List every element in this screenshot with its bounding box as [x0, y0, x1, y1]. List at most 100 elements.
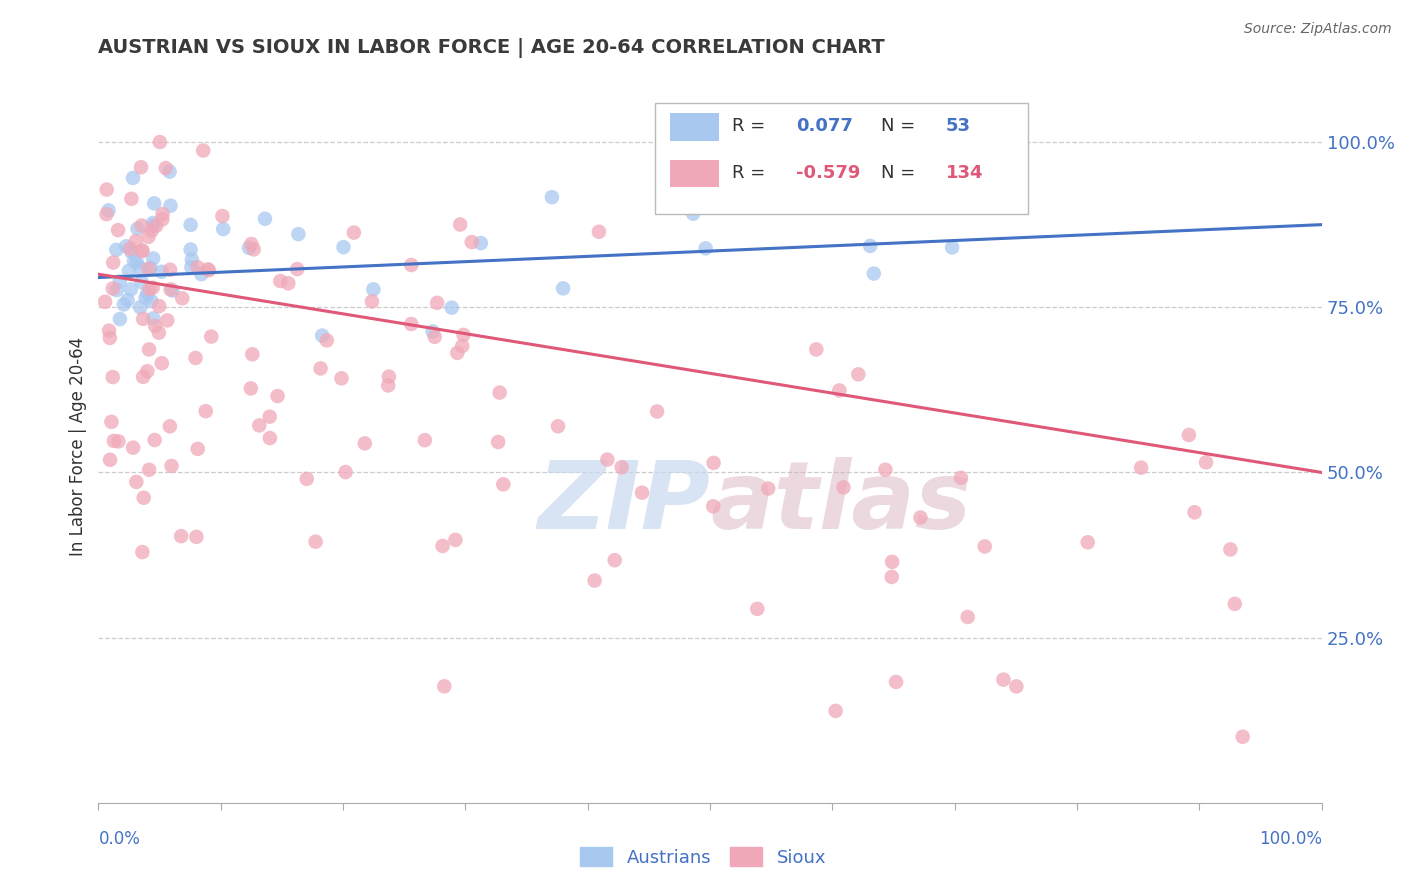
- Point: [118, 242, 141, 256]
- Point: [98, 452, 121, 467]
- Point: [107, 434, 129, 449]
- Point: [259, 431, 281, 445]
- Point: [139, 260, 162, 275]
- Point: [105, 283, 128, 297]
- Point: [94, 294, 117, 309]
- Point: [880, 555, 903, 569]
- Point: [583, 574, 606, 588]
- Point: [253, 211, 276, 226]
- Point: [378, 369, 401, 384]
- Point: [120, 192, 142, 206]
- Point: [131, 275, 153, 289]
- Y-axis label: In Labor Force | Age 20-64: In Labor Force | Age 20-64: [69, 336, 87, 556]
- Point: [131, 244, 153, 258]
- Point: [190, 267, 212, 281]
- Point: [361, 294, 384, 309]
- Point: [131, 219, 153, 233]
- Point: [162, 284, 184, 298]
- Point: [451, 339, 474, 353]
- Bar: [669, 160, 718, 187]
- Point: [304, 534, 326, 549]
- Point: [266, 389, 288, 403]
- Point: [180, 252, 202, 267]
- Point: [259, 409, 281, 424]
- Text: ZIP: ZIP: [537, 457, 710, 549]
- Point: [129, 160, 152, 174]
- Point: [806, 343, 828, 357]
- Point: [287, 227, 309, 241]
- Point: [127, 221, 149, 235]
- Text: N =: N =: [882, 164, 921, 182]
- Point: [115, 239, 138, 253]
- Point: [828, 384, 851, 398]
- Point: [138, 262, 160, 277]
- Point: [132, 370, 155, 384]
- Point: [193, 144, 215, 158]
- Point: [170, 529, 193, 543]
- Point: [103, 434, 125, 448]
- Point: [142, 216, 165, 230]
- Point: [377, 378, 399, 392]
- Point: [150, 356, 173, 370]
- Point: [1077, 535, 1099, 549]
- Point: [240, 347, 263, 361]
- Point: [184, 351, 207, 365]
- Point: [444, 533, 467, 547]
- Point: [187, 260, 209, 275]
- Point: [880, 570, 903, 584]
- Point: [148, 299, 170, 313]
- Point: [432, 539, 454, 553]
- Point: [884, 674, 907, 689]
- Point: [295, 472, 318, 486]
- Point: [1195, 455, 1218, 469]
- Point: [159, 262, 181, 277]
- Point: [180, 243, 202, 257]
- Point: [910, 510, 932, 524]
- Point: [610, 460, 633, 475]
- Point: [145, 219, 167, 233]
- Point: [1232, 730, 1254, 744]
- Text: 100.0%: 100.0%: [1258, 830, 1322, 847]
- Point: [859, 239, 882, 253]
- Point: [108, 274, 131, 288]
- Point: [588, 225, 610, 239]
- Point: [862, 267, 884, 281]
- Point: [277, 277, 299, 291]
- Point: [159, 199, 181, 213]
- Point: [631, 485, 654, 500]
- Point: [846, 368, 869, 382]
- Point: [240, 237, 263, 252]
- Point: [122, 254, 145, 268]
- Point: [198, 263, 221, 277]
- Point: [172, 291, 194, 305]
- Point: [101, 281, 124, 295]
- Point: [756, 482, 779, 496]
- Point: [129, 301, 152, 315]
- Point: [96, 207, 118, 221]
- Point: [596, 452, 619, 467]
- Point: [143, 318, 166, 333]
- Point: [461, 235, 484, 249]
- Point: [97, 203, 120, 218]
- Point: [401, 258, 423, 272]
- Point: [125, 234, 148, 248]
- Point: [107, 223, 129, 237]
- Text: R =: R =: [733, 164, 770, 182]
- Point: [122, 441, 145, 455]
- Point: [332, 240, 354, 254]
- Point: [541, 190, 564, 204]
- Text: R =: R =: [733, 118, 770, 136]
- Point: [695, 241, 717, 255]
- Legend: Austrians, Sioux: Austrians, Sioux: [572, 840, 834, 874]
- Text: 53: 53: [946, 118, 972, 136]
- Point: [875, 463, 897, 477]
- Point: [747, 602, 769, 616]
- Text: AUSTRIAN VS SIOUX IN LABOR FORCE | AGE 20-64 CORRELATION CHART: AUSTRIAN VS SIOUX IN LABOR FORCE | AGE 2…: [98, 38, 886, 58]
- Point: [426, 296, 449, 310]
- Point: [141, 294, 163, 309]
- Point: [131, 545, 153, 559]
- Point: [973, 540, 995, 554]
- Point: [645, 404, 668, 418]
- Point: [105, 243, 128, 257]
- Point: [1130, 460, 1153, 475]
